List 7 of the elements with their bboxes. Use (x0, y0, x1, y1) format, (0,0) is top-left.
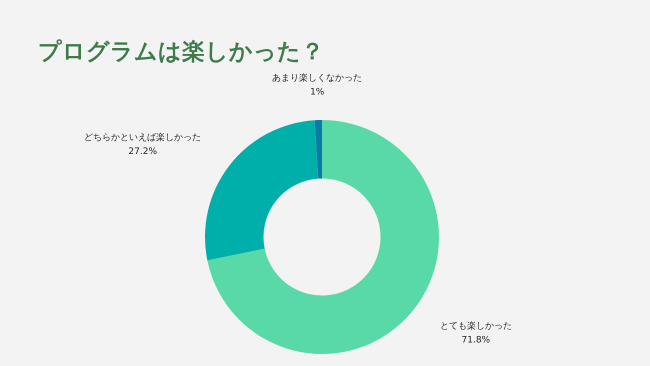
slice-label: とても楽しかった (440, 320, 512, 332)
slice-label: どちらかといえば楽しかった (84, 132, 202, 143)
data-label: 1% (310, 87, 325, 98)
chart-title: プログラムは楽しかった？ (38, 38, 324, 67)
data-label: 71.8% (462, 336, 491, 346)
data-label: 27.2% (128, 146, 158, 157)
slice-label: あまり楽しくなかった (272, 72, 362, 84)
